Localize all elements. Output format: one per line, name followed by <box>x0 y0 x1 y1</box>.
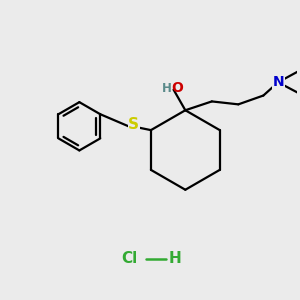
Text: O: O <box>171 81 183 95</box>
Text: N: N <box>272 75 284 89</box>
Text: H: H <box>169 251 182 266</box>
Text: Cl: Cl <box>121 251 137 266</box>
Text: H: H <box>162 82 172 95</box>
Text: S: S <box>128 117 139 132</box>
